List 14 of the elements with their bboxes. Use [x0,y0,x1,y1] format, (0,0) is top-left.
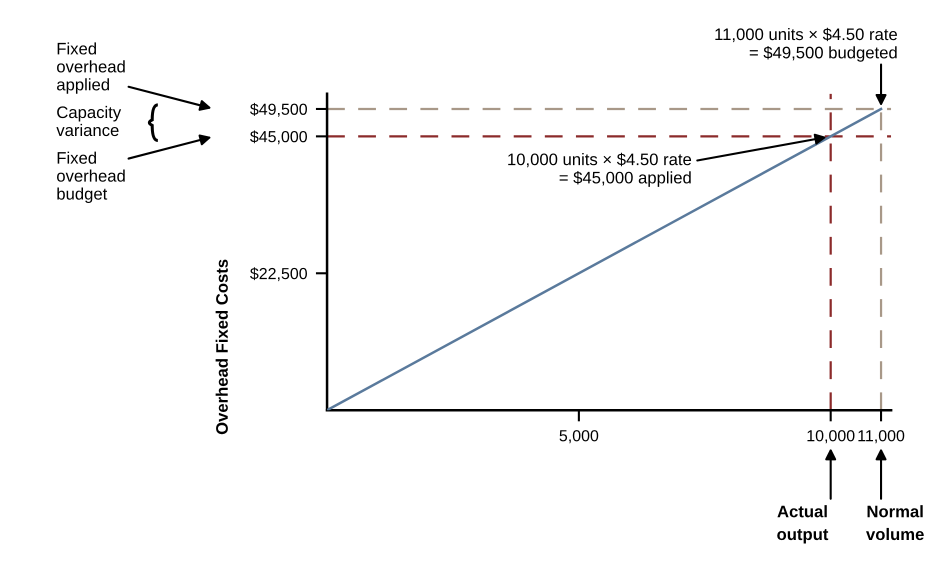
x-tick-label: 11,000 [858,430,904,444]
text: Normal volume [866,505,924,540]
annotation: 11,000 units × $4.50 rate = $49,500 budgeted [715,28,897,62]
x-tick-label: 5,000 [560,430,598,444]
y-tick-label: $45,000 [250,130,307,144]
text: Fixed overhead applied [57,42,125,94]
text: Capacity variance [56,106,122,136]
y-tick-label: $49,500 [250,102,307,117]
annotation: 10,000 units × $4.50 rate = $45,000 applied [508,152,692,187]
text: Actual output [777,505,828,544]
y-tick-label: $22,500 [250,267,307,282]
y-axis-title: Overhead Fixed Costs [216,260,228,434]
text: Fixed overhead budget [57,152,125,204]
x-tick-label: 10,000 [807,430,854,444]
